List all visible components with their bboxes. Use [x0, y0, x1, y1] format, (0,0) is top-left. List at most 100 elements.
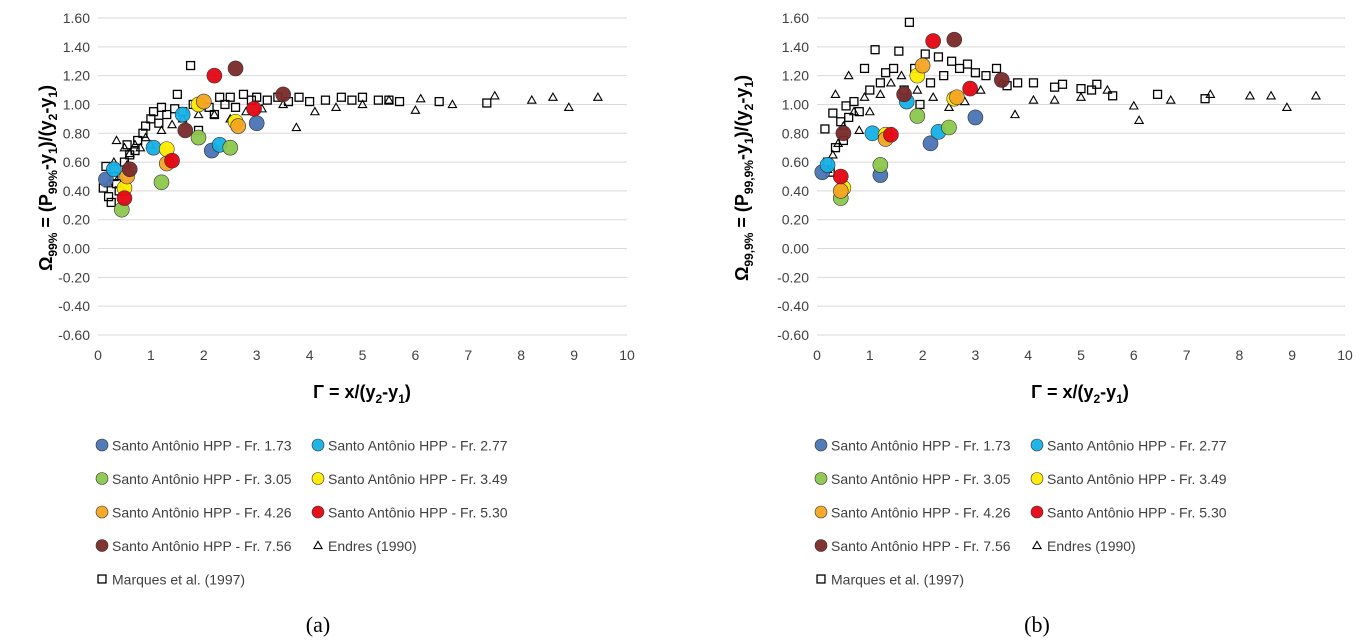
chart-panel-a: -0.60 -0.40 -0.20 0.00 0.20 0.40 0.60 0.80 1.00 1…: [36, 10, 635, 637]
data-point-square: [849, 96, 859, 107]
data-point-circle: [206, 67, 223, 84]
data-point-triangle: [166, 119, 178, 129]
legend-marker: [95, 472, 109, 485]
data-point-triangle: [547, 92, 559, 101]
data-point-triangle: [1128, 100, 1139, 110]
x-tick-label: 3: [253, 347, 261, 363]
data-point-square: [854, 107, 864, 117]
data-point-triangle: [592, 92, 603, 101]
legend-marker: [816, 574, 826, 584]
data-point-square: [133, 135, 143, 146]
y-tick-label: 1.00: [63, 96, 90, 112]
data-point-triangle: [833, 138, 844, 148]
data-point-square: [320, 95, 331, 105]
y-tick-label: 1.40: [63, 39, 90, 55]
data-point-circle: [967, 109, 984, 126]
x-tick-label: 9: [1288, 347, 1296, 363]
data-point-triangle: [1028, 94, 1039, 104]
data-point-triangle: [859, 92, 870, 101]
legend-marker: [95, 539, 109, 552]
chart-panel-b: -0.60 -0.40 -0.20 0.00 0.20 0.40 0.60 0.80 1.00 1…: [732, 10, 1353, 637]
y-axis-title-b: Ω99,9% = (P99,9%-y1)/(y2-y1): [732, 75, 756, 281]
data-point-triangle: [489, 90, 500, 100]
data-point-triangle: [896, 70, 907, 80]
x-tick-label: 7: [1183, 347, 1191, 363]
data-point-square: [981, 71, 991, 81]
legend-label: Santo Antônio HPP - Fr. 3.05: [831, 471, 1011, 487]
data-point-triangle: [943, 102, 955, 111]
legend-a: Santo Antônio HPP - Fr. 1.73 Santo Antôni…: [95, 438, 508, 588]
data-point-square: [220, 99, 230, 110]
data-point-triangle: [1310, 90, 1322, 100]
data-point-triangle: [563, 102, 574, 111]
data-point-triangle: [1165, 94, 1176, 104]
legend-label: Endres (1990): [1047, 538, 1136, 554]
data-point-circle: [864, 125, 881, 142]
data-point-square: [185, 60, 196, 71]
x-tick-label: 4: [306, 347, 314, 363]
legend-label: Marques et al. (1997): [831, 572, 964, 588]
x-tick-labels-b: 0 1 2 3 4 5 6 7 8 9 10: [813, 347, 1353, 363]
x-tick-label: 5: [359, 347, 367, 363]
data-point-square: [939, 71, 949, 81]
legend-marker: [95, 505, 109, 519]
data-point-triangle: [1049, 94, 1060, 104]
y-tick-label: 1.20: [63, 68, 90, 84]
data-point-square: [875, 78, 885, 88]
data-point-square: [138, 128, 148, 138]
data-point-square: [230, 102, 241, 112]
data-point-square: [841, 101, 851, 111]
data-point-triangle: [111, 135, 122, 145]
data-point-triangle: [309, 106, 320, 116]
data-point-square: [970, 68, 981, 78]
x-tick-label: 7: [464, 347, 472, 363]
y-tick-label: 1.00: [782, 96, 809, 112]
x-tick-label: 10: [1337, 347, 1353, 363]
y-tick-label: 0.20: [63, 212, 90, 228]
data-point-square: [1057, 79, 1068, 89]
data-point-circle: [145, 139, 162, 156]
data-point-triangle: [526, 94, 537, 104]
legend-label: Santo Antônio HPP - Fr. 2.77: [1047, 438, 1227, 454]
data-point-triangle: [975, 84, 986, 94]
x-axis-title-a: Γ = x/(y2-y1): [313, 382, 411, 406]
data-point-square: [991, 63, 1002, 74]
x-tick-label: 6: [412, 347, 420, 363]
data-point-square: [394, 96, 405, 107]
y-tick-label: -0.60: [58, 327, 90, 343]
data-point-square: [870, 45, 880, 55]
data-point-square: [1092, 79, 1102, 89]
gridlines-b: [817, 17, 1345, 336]
legend-label: Santo Antônio HPP - Fr. 4.26: [112, 505, 292, 521]
data-point-square: [920, 49, 930, 59]
data-point-square: [434, 96, 444, 107]
legend-marker: [312, 540, 324, 550]
data-point-square: [894, 46, 904, 56]
data-point-square: [357, 92, 368, 102]
x-axis-title-b: Γ = x/(y2-y1): [1031, 382, 1129, 406]
data-point-circle: [106, 161, 122, 178]
data-point-circle: [246, 100, 262, 117]
legend-marker: [311, 472, 325, 485]
data-point-square: [215, 92, 225, 102]
y-tick-label: 0.00: [63, 241, 90, 257]
data-point-square: [844, 112, 854, 123]
data-point-circle: [922, 135, 939, 152]
data-point-circle: [896, 86, 912, 103]
data-point-square: [373, 95, 383, 105]
data-point-circle: [164, 152, 180, 169]
data-point-square: [1013, 78, 1023, 88]
data-point-square: [262, 95, 272, 105]
data-point-square: [915, 99, 925, 110]
panel-label-a: (a): [306, 612, 330, 637]
data-point-triangle: [1281, 102, 1292, 111]
data-point-triangle: [124, 148, 135, 158]
data-point-circle: [196, 93, 212, 110]
data-point-square: [830, 143, 841, 153]
x-tick-label: 0: [813, 347, 821, 363]
data-point-circle: [121, 161, 138, 178]
data-point-square: [865, 85, 875, 95]
data-point-triangle: [209, 109, 220, 119]
data-point-square: [304, 96, 315, 107]
